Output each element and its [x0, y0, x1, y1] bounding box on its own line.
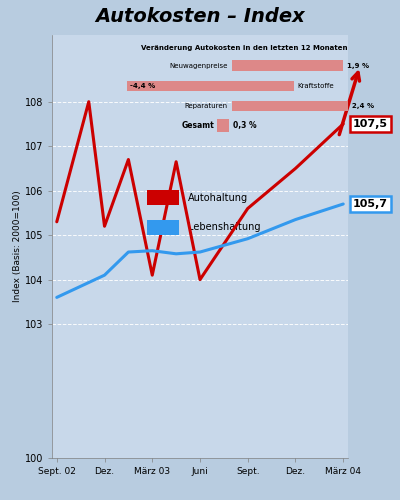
- Text: Lebenshaltung: Lebenshaltung: [188, 222, 261, 232]
- Bar: [217, 118, 229, 132]
- Y-axis label: Index (Basis: 2000=100): Index (Basis: 2000=100): [13, 190, 22, 302]
- Bar: [232, 100, 348, 111]
- Bar: [128, 80, 294, 91]
- Text: Autokosten – Index: Autokosten – Index: [95, 6, 305, 26]
- Text: 1,9 %: 1,9 %: [347, 62, 369, 68]
- Text: Neuwagenpreise: Neuwagenpreise: [170, 62, 228, 68]
- Text: Reparaturen: Reparaturen: [185, 103, 228, 109]
- FancyBboxPatch shape: [147, 220, 179, 235]
- Text: Kraftstoffe: Kraftstoffe: [297, 82, 334, 88]
- Text: Gesamt: Gesamt: [182, 121, 214, 130]
- Bar: [232, 60, 343, 70]
- Text: -4,4 %: -4,4 %: [130, 82, 155, 88]
- Text: Autohaltung: Autohaltung: [188, 192, 248, 202]
- Text: 105,7: 105,7: [353, 199, 388, 209]
- Text: 107,5: 107,5: [353, 119, 388, 129]
- Text: Veränderung Autokosten in den letzten 12 Monaten: Veränderung Autokosten in den letzten 12…: [141, 45, 347, 51]
- Text: 0,3 %: 0,3 %: [233, 121, 256, 130]
- Text: 2,4 %: 2,4 %: [352, 103, 374, 109]
- FancyBboxPatch shape: [147, 190, 179, 206]
